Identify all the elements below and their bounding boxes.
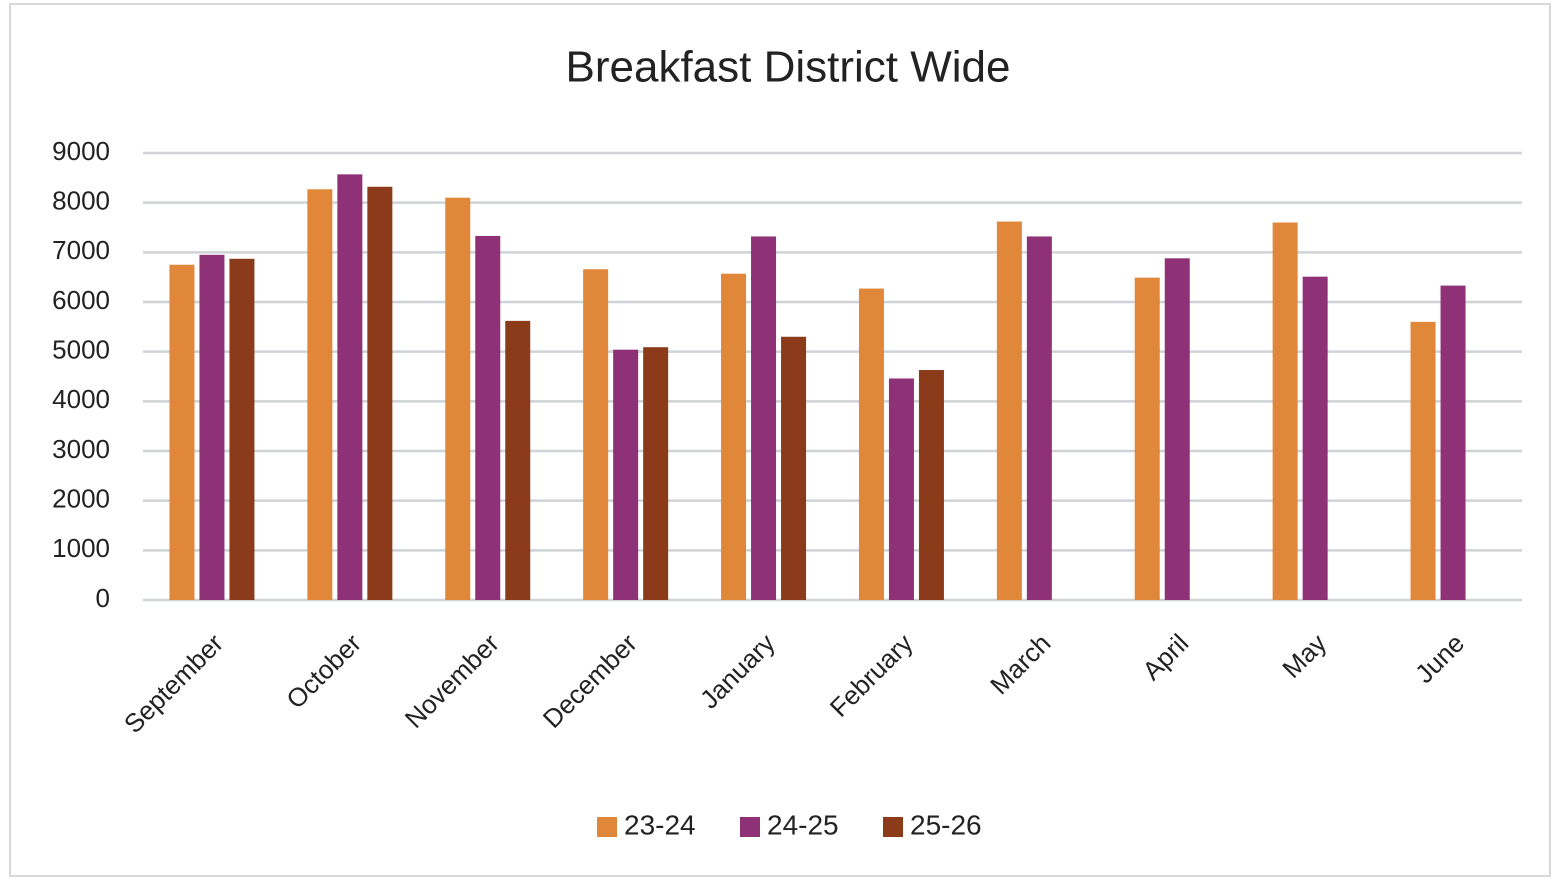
bar — [445, 197, 471, 600]
bar — [505, 320, 531, 600]
bar — [199, 254, 225, 601]
bar — [583, 269, 609, 600]
bar — [1410, 321, 1436, 600]
y-tick-label: 0 — [96, 583, 110, 613]
bar — [721, 273, 747, 600]
legend-label: 25-26 — [910, 809, 982, 840]
y-tick-label: 6000 — [52, 285, 110, 315]
bar — [888, 378, 914, 600]
bar — [643, 347, 669, 600]
legend-label: 23-24 — [624, 809, 696, 840]
bar — [1440, 285, 1466, 600]
legend-swatch — [740, 817, 760, 837]
y-tick-label: 7000 — [52, 235, 110, 265]
bar — [613, 349, 639, 600]
y-tick-label: 3000 — [52, 434, 110, 464]
y-tick-label: 9000 — [52, 136, 110, 166]
y-tick-label: 1000 — [52, 533, 110, 563]
y-tick-label: 4000 — [52, 384, 110, 414]
bar — [1302, 276, 1328, 600]
bar — [781, 336, 807, 600]
bar — [1026, 236, 1052, 600]
y-tick-label: 5000 — [52, 335, 110, 365]
bar — [367, 186, 393, 601]
chart-title: Breakfast District Wide — [566, 43, 1011, 92]
y-tick-label: 8000 — [52, 186, 110, 216]
bar — [169, 264, 195, 600]
bar — [1272, 222, 1298, 601]
legend-swatch — [883, 817, 903, 837]
bar — [858, 288, 884, 600]
y-tick-label: 2000 — [52, 484, 110, 514]
bar — [751, 236, 777, 600]
legend-label: 24-25 — [767, 809, 839, 840]
bar — [229, 258, 255, 600]
bar — [475, 235, 501, 600]
bar — [918, 370, 944, 600]
bar — [1134, 277, 1160, 600]
bar — [337, 174, 363, 600]
bar — [307, 189, 333, 601]
bar — [1164, 258, 1190, 600]
legend-swatch — [597, 817, 617, 837]
bar — [996, 221, 1022, 601]
